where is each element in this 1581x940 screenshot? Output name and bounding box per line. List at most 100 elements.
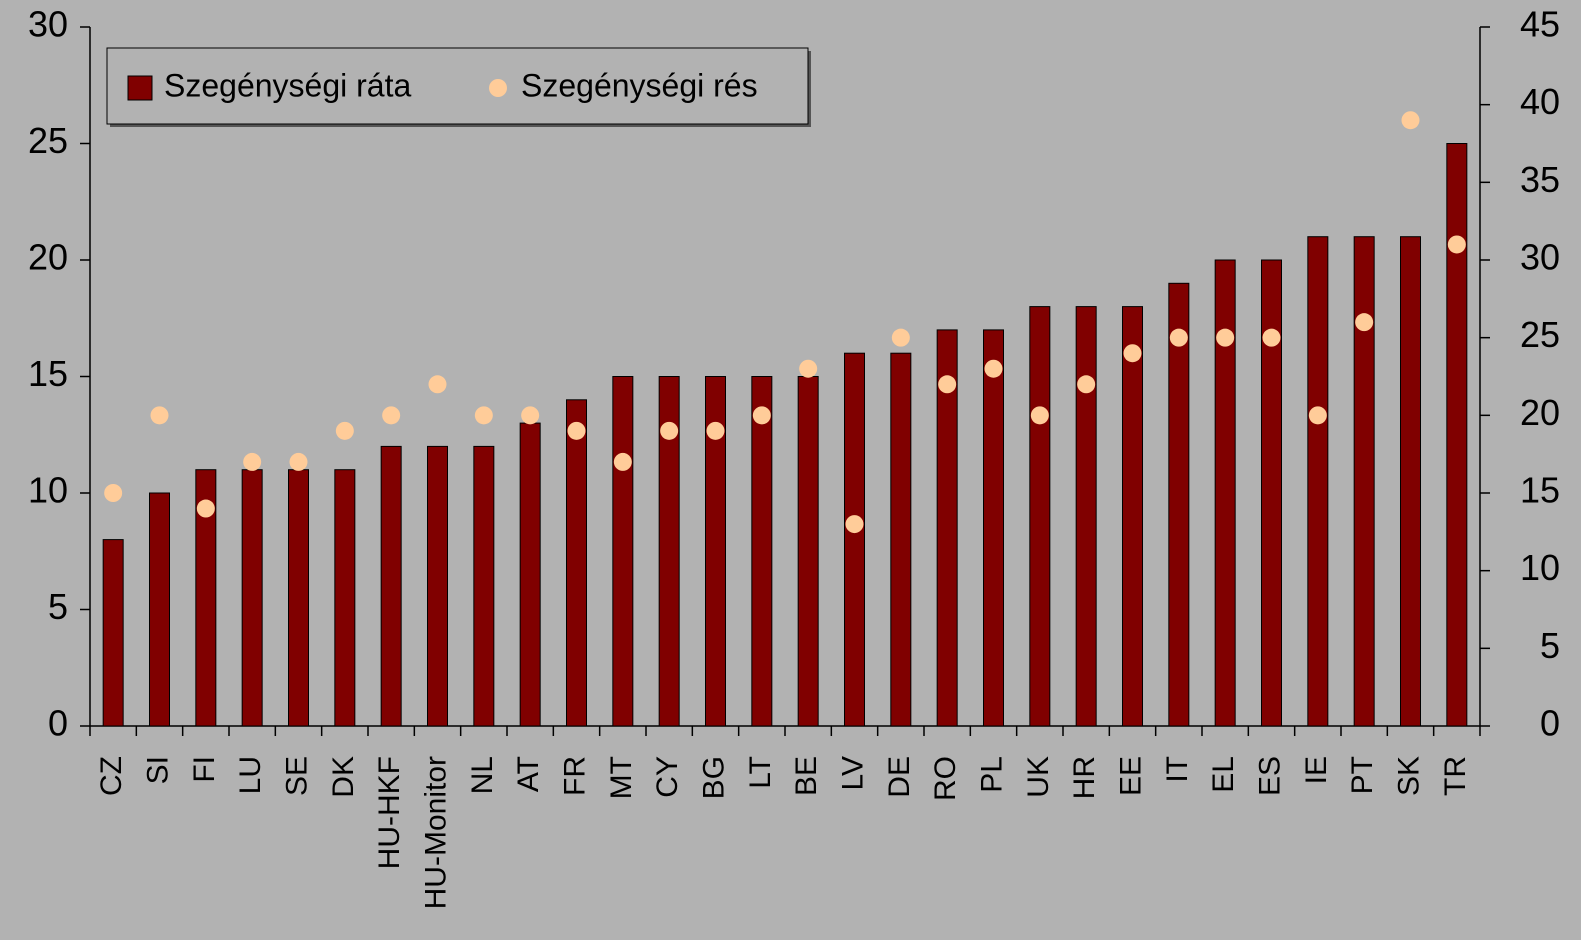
bar (1446, 143, 1468, 727)
x-tick-label: RO (929, 756, 962, 801)
bar (102, 539, 124, 727)
y2-tick-label: 25 (1520, 314, 1560, 355)
x-tick-label: SK (1392, 756, 1425, 796)
bar (195, 469, 217, 727)
legend-box (106, 47, 809, 125)
dot (984, 359, 1003, 378)
bar (380, 445, 402, 727)
bar (1029, 306, 1051, 727)
dot (289, 452, 308, 471)
bar (797, 376, 819, 727)
bar (890, 352, 912, 727)
x-tick-label: CY (651, 756, 684, 798)
x-tick-label: TR (1439, 756, 1472, 796)
bar (334, 469, 356, 727)
dot (474, 406, 493, 425)
legend-swatch (489, 79, 507, 97)
x-tick-label: FI (188, 756, 221, 783)
dot (1030, 406, 1049, 425)
bar (288, 469, 309, 727)
x-tick-label: BE (790, 756, 823, 796)
bar (936, 329, 958, 727)
dot (567, 421, 586, 440)
bar (1214, 259, 1236, 727)
dot (1447, 235, 1466, 254)
bar (1261, 259, 1282, 727)
dot (196, 499, 215, 518)
y2-tick-label: 30 (1520, 237, 1560, 278)
bar (149, 492, 170, 727)
y2-tick-label: 35 (1520, 159, 1560, 200)
dot (845, 515, 864, 534)
x-tick-label: NL (466, 756, 499, 794)
dot (243, 452, 262, 471)
y-tick-label: 25 (28, 120, 68, 161)
bar (751, 376, 773, 727)
x-tick-label: EE (1114, 756, 1147, 796)
x-tick-label: LU (234, 756, 267, 794)
dot (706, 421, 725, 440)
y2-tick-label: 15 (1520, 470, 1560, 511)
bar (844, 352, 865, 727)
y2-tick-label: 40 (1520, 81, 1560, 122)
dot (104, 484, 123, 502)
dot (1262, 328, 1281, 347)
y-tick-label: 30 (28, 4, 68, 45)
x-tick-label: DE (883, 756, 916, 798)
dot (1308, 406, 1327, 425)
x-tick-label: SI (141, 756, 174, 784)
bar (983, 329, 1004, 727)
legend-swatch (127, 75, 153, 101)
legend-label: Szegénységi ráta (164, 67, 411, 103)
x-tick-label: DK (327, 756, 360, 798)
dot (752, 406, 771, 425)
x-tick-label: HR (1068, 756, 1101, 799)
x-tick-label: CZ (95, 756, 128, 796)
x-tick-label: UK (1022, 756, 1055, 798)
dot (660, 421, 679, 440)
legend-label: Szegénységi rés (521, 67, 758, 103)
y-tick-label: 0 (48, 703, 68, 744)
dot (428, 375, 447, 394)
dot (1216, 328, 1235, 347)
dot (799, 359, 818, 378)
dot (382, 406, 401, 425)
dot (521, 406, 540, 425)
y2-tick-label: 20 (1520, 392, 1560, 433)
x-tick-label: LT (744, 756, 777, 789)
x-tick-label: IT (1161, 756, 1194, 783)
bar (241, 469, 263, 727)
x-tick-label: AT (512, 756, 545, 792)
y2-tick-label: 45 (1520, 4, 1560, 45)
bar (1307, 236, 1329, 727)
dot (1123, 344, 1142, 363)
x-tick-label: LV (836, 756, 869, 790)
bar (473, 445, 495, 727)
y2-tick-label: 5 (1540, 625, 1560, 666)
bar (566, 399, 587, 727)
x-tick-label: HU-HKF (373, 756, 406, 869)
bar (1075, 306, 1097, 727)
bar (612, 376, 634, 727)
bar (427, 445, 448, 727)
bar (1400, 236, 1421, 727)
y-tick-label: 10 (28, 470, 68, 511)
dot (1077, 375, 1096, 394)
x-tick-label: IE (1300, 756, 1333, 784)
bar (1168, 282, 1190, 727)
x-tick-label: EL (1207, 756, 1240, 793)
dot (1355, 313, 1374, 332)
bar (705, 376, 726, 727)
y-tick-label: 15 (28, 353, 68, 394)
y2-tick-label: 0 (1540, 703, 1560, 744)
dot (1169, 328, 1188, 347)
bar (519, 422, 541, 727)
x-tick-label: PL (975, 756, 1008, 793)
x-tick-label: HU-Monitor (419, 756, 452, 909)
dot (335, 421, 354, 440)
dot (613, 452, 632, 471)
x-tick-label: BG (697, 756, 730, 799)
y-tick-label: 5 (48, 586, 68, 627)
